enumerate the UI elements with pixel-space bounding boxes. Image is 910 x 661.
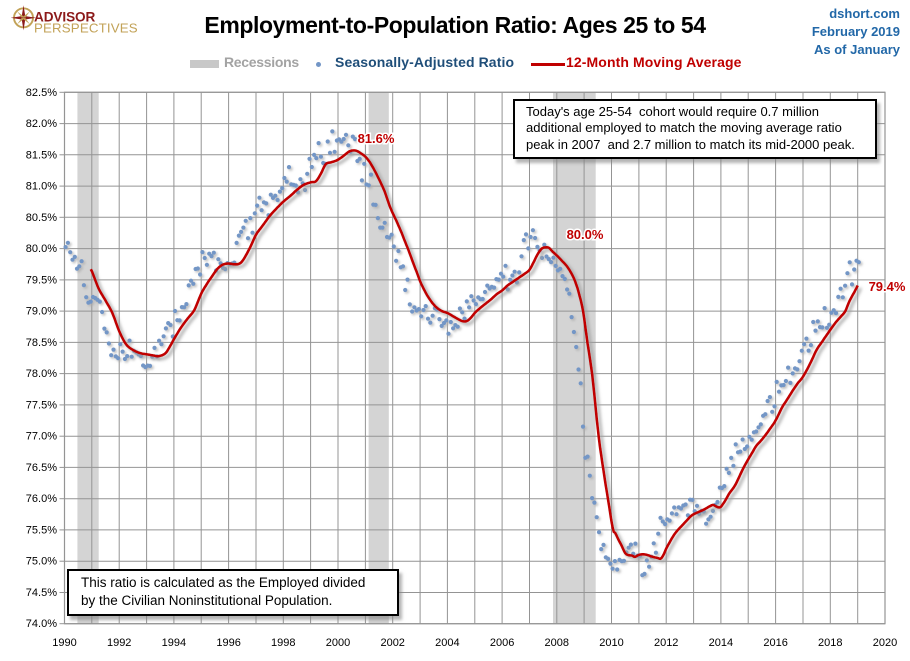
- svg-text:80.5%: 80.5%: [26, 212, 57, 224]
- svg-text:74.0%: 74.0%: [26, 618, 57, 630]
- svg-text:ADVISOR: ADVISOR: [34, 10, 96, 25]
- svg-text:2008: 2008: [545, 637, 569, 649]
- svg-text:75.0%: 75.0%: [26, 556, 57, 568]
- svg-text:74.5%: 74.5%: [26, 587, 57, 599]
- svg-text:1998: 1998: [271, 637, 295, 649]
- svg-text:75.5%: 75.5%: [26, 524, 57, 536]
- svg-text:82.5%: 82.5%: [26, 87, 57, 99]
- svg-text:2002: 2002: [380, 637, 404, 649]
- svg-text:78.0%: 78.0%: [26, 368, 57, 380]
- svg-text:2012: 2012: [654, 637, 678, 649]
- svg-text:81.6%: 81.6%: [358, 131, 395, 146]
- svg-text:79.0%: 79.0%: [26, 306, 57, 318]
- svg-text:79.4%: 79.4%: [869, 279, 906, 294]
- svg-text:1992: 1992: [107, 637, 131, 649]
- svg-text:2010: 2010: [599, 637, 623, 649]
- svg-text:76.0%: 76.0%: [26, 493, 57, 505]
- svg-text:1994: 1994: [162, 637, 186, 649]
- svg-text:2006: 2006: [490, 637, 514, 649]
- svg-text:2016: 2016: [763, 637, 787, 649]
- svg-text:1996: 1996: [216, 637, 240, 649]
- svg-text:79.5%: 79.5%: [26, 274, 57, 286]
- svg-text:80.0%: 80.0%: [567, 227, 604, 242]
- svg-text:1990: 1990: [52, 637, 76, 649]
- svg-text:80.0%: 80.0%: [26, 243, 57, 255]
- svg-text:2020: 2020: [873, 637, 897, 649]
- svg-text:81.5%: 81.5%: [26, 149, 57, 161]
- svg-text:81.0%: 81.0%: [26, 181, 57, 193]
- svg-text:78.5%: 78.5%: [26, 337, 57, 349]
- svg-text:76.5%: 76.5%: [26, 462, 57, 474]
- svg-text:PERSPECTIVES: PERSPECTIVES: [34, 20, 138, 35]
- svg-text:77.5%: 77.5%: [26, 399, 57, 411]
- svg-text:2014: 2014: [709, 637, 733, 649]
- svg-text:2018: 2018: [818, 637, 842, 649]
- svg-text:82.0%: 82.0%: [26, 118, 57, 130]
- svg-text:77.0%: 77.0%: [26, 431, 57, 443]
- svg-text:2000: 2000: [326, 637, 350, 649]
- svg-text:2004: 2004: [435, 637, 459, 649]
